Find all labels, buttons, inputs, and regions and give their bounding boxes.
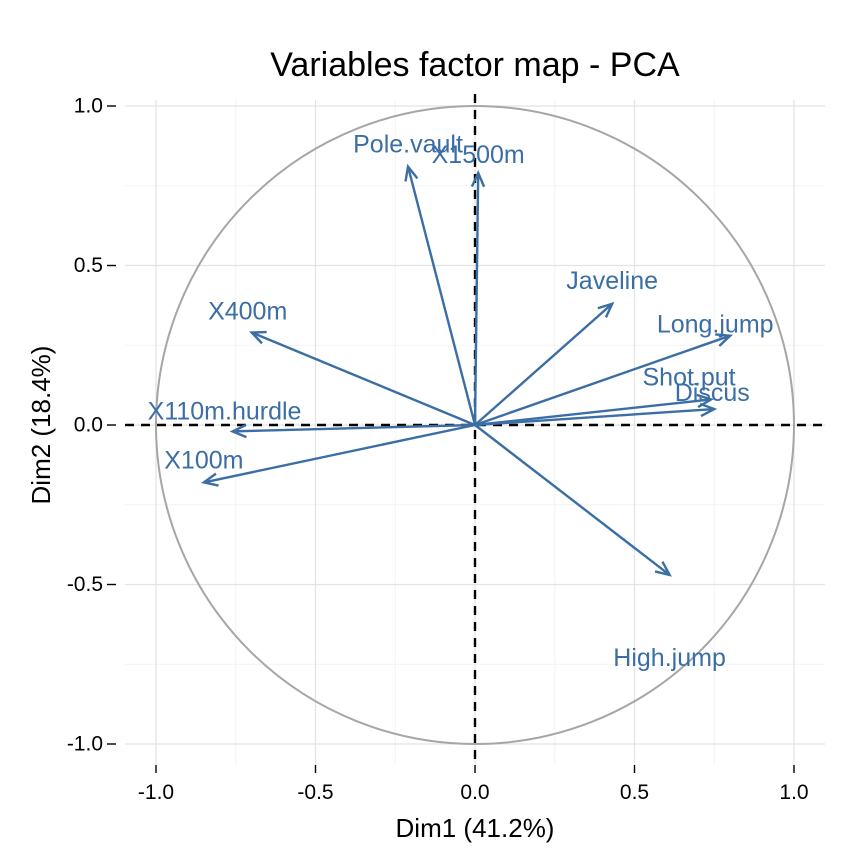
arrow-head-x110m-hurdle (229, 423, 247, 439)
arrow-javeline (474, 301, 615, 426)
arrow-shaft-javeline (474, 302, 613, 426)
x-axis: -1.0 -0.5 0.0 0.5 1.0 (138, 765, 809, 804)
arrow-x1500m (470, 170, 486, 426)
y-axis: 1.0 0.5 0.0 -0.5 -1.0 (67, 95, 116, 756)
arrow-head-long-jump (715, 333, 733, 347)
y-tick-label-3: -0.5 (67, 573, 103, 596)
arrow-head-discus (699, 402, 718, 418)
arrow-long-jump (474, 333, 733, 427)
arrow-x400m (248, 330, 476, 427)
label-x400m: X400m (208, 297, 287, 325)
variable-labels: X100m Long.jump Shot.put High.jump X400m X110… (148, 131, 774, 672)
arrow-shaft-long-jump (474, 334, 731, 427)
y-tick-label-0: 1.0 (74, 95, 103, 118)
arrow-shaft-discus (474, 407, 715, 427)
x-tick-label-2: 0.0 (460, 781, 489, 804)
y-tick-label-4: -1.0 (67, 733, 103, 756)
label-x1500m: X1500m (432, 141, 525, 169)
arrow-head-x400m (248, 330, 267, 345)
arrow-x110m-hurdle (229, 423, 476, 439)
arrow-shaft-high-jump (474, 424, 671, 576)
label-long-jump: Long.jump (657, 311, 774, 339)
arrow-shaft-shot-put (474, 398, 712, 427)
x-axis-title: Dim1 (41.2%) (396, 813, 555, 843)
arrow-head-javeline (597, 301, 615, 318)
label-shot-put: Shot.put (642, 363, 735, 391)
y-tick-label-2: 0.0 (74, 414, 103, 437)
arrow-discus (474, 402, 718, 427)
reference-lines (125, 94, 825, 765)
y-tick-label-1: 0.5 (74, 254, 103, 277)
label-x110m-hurdle: X110m.hurdle (148, 397, 302, 425)
y-axis-title: Dim2 (18.4%) (26, 346, 56, 505)
label-javeline: Javeline (566, 267, 658, 295)
arrow-shaft-x400m (251, 331, 476, 427)
chart-title: Variables factor map - PCA (270, 46, 680, 84)
label-x100m: X100m (164, 446, 243, 474)
arrow-shaft-pole-vault (406, 166, 477, 426)
arrow-head-x1500m (470, 170, 486, 188)
x-tick-label-1: -0.5 (297, 781, 333, 804)
correlation-circle (155, 105, 795, 745)
label-pole-vault: Pole.vault (353, 131, 463, 159)
label-high-jump: High.jump (613, 644, 726, 672)
arrow-head-high-jump (654, 561, 672, 577)
variable-arrows (200, 163, 733, 577)
arrow-pole-vault (404, 163, 477, 426)
arrow-head-x100m (200, 472, 219, 487)
arrow-shaft-x100m (203, 423, 476, 484)
x-tick-label-4: 1.0 (779, 781, 808, 804)
x-tick-label-3: 0.5 (620, 781, 649, 804)
arrow-shaft-x110m-hurdle (232, 423, 476, 433)
x-tick-label-0: -1.0 (138, 781, 174, 804)
arrow-high-jump (474, 424, 672, 577)
arrow-head-pole-vault (404, 163, 419, 182)
label-discus: Discus (675, 379, 750, 407)
arrow-x100m (200, 423, 476, 487)
arrow-shaft-x1500m (473, 172, 480, 426)
